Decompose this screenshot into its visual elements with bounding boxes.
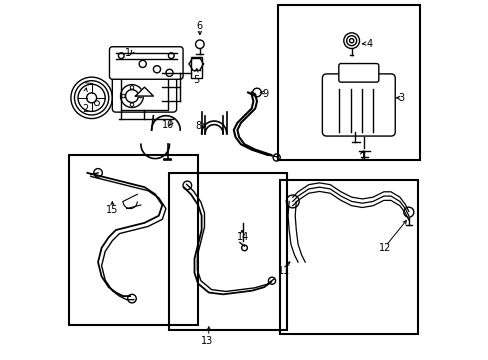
- FancyBboxPatch shape: [322, 74, 394, 136]
- Bar: [278, 5, 419, 160]
- Text: 8: 8: [195, 121, 201, 131]
- Text: 5: 5: [193, 75, 199, 85]
- Text: 9: 9: [263, 89, 268, 99]
- Text: 11: 11: [277, 266, 289, 276]
- Text: 15: 15: [106, 205, 118, 215]
- Text: 2: 2: [82, 104, 88, 113]
- Bar: [169, 173, 287, 330]
- Bar: [121, 78, 167, 111]
- Bar: [69, 155, 198, 325]
- Bar: [190, 57, 201, 78]
- Text: 14: 14: [236, 232, 248, 242]
- Text: 3: 3: [398, 93, 404, 103]
- Bar: [280, 180, 417, 334]
- Text: 4: 4: [366, 39, 372, 49]
- FancyBboxPatch shape: [338, 64, 378, 82]
- Text: 6: 6: [196, 21, 203, 31]
- Text: 1: 1: [125, 48, 131, 58]
- Text: 13: 13: [201, 336, 213, 346]
- Text: 10: 10: [161, 120, 173, 130]
- Text: 12: 12: [379, 243, 391, 253]
- Polygon shape: [135, 87, 153, 96]
- FancyBboxPatch shape: [112, 59, 176, 112]
- FancyBboxPatch shape: [109, 47, 183, 79]
- Text: 7: 7: [359, 152, 365, 162]
